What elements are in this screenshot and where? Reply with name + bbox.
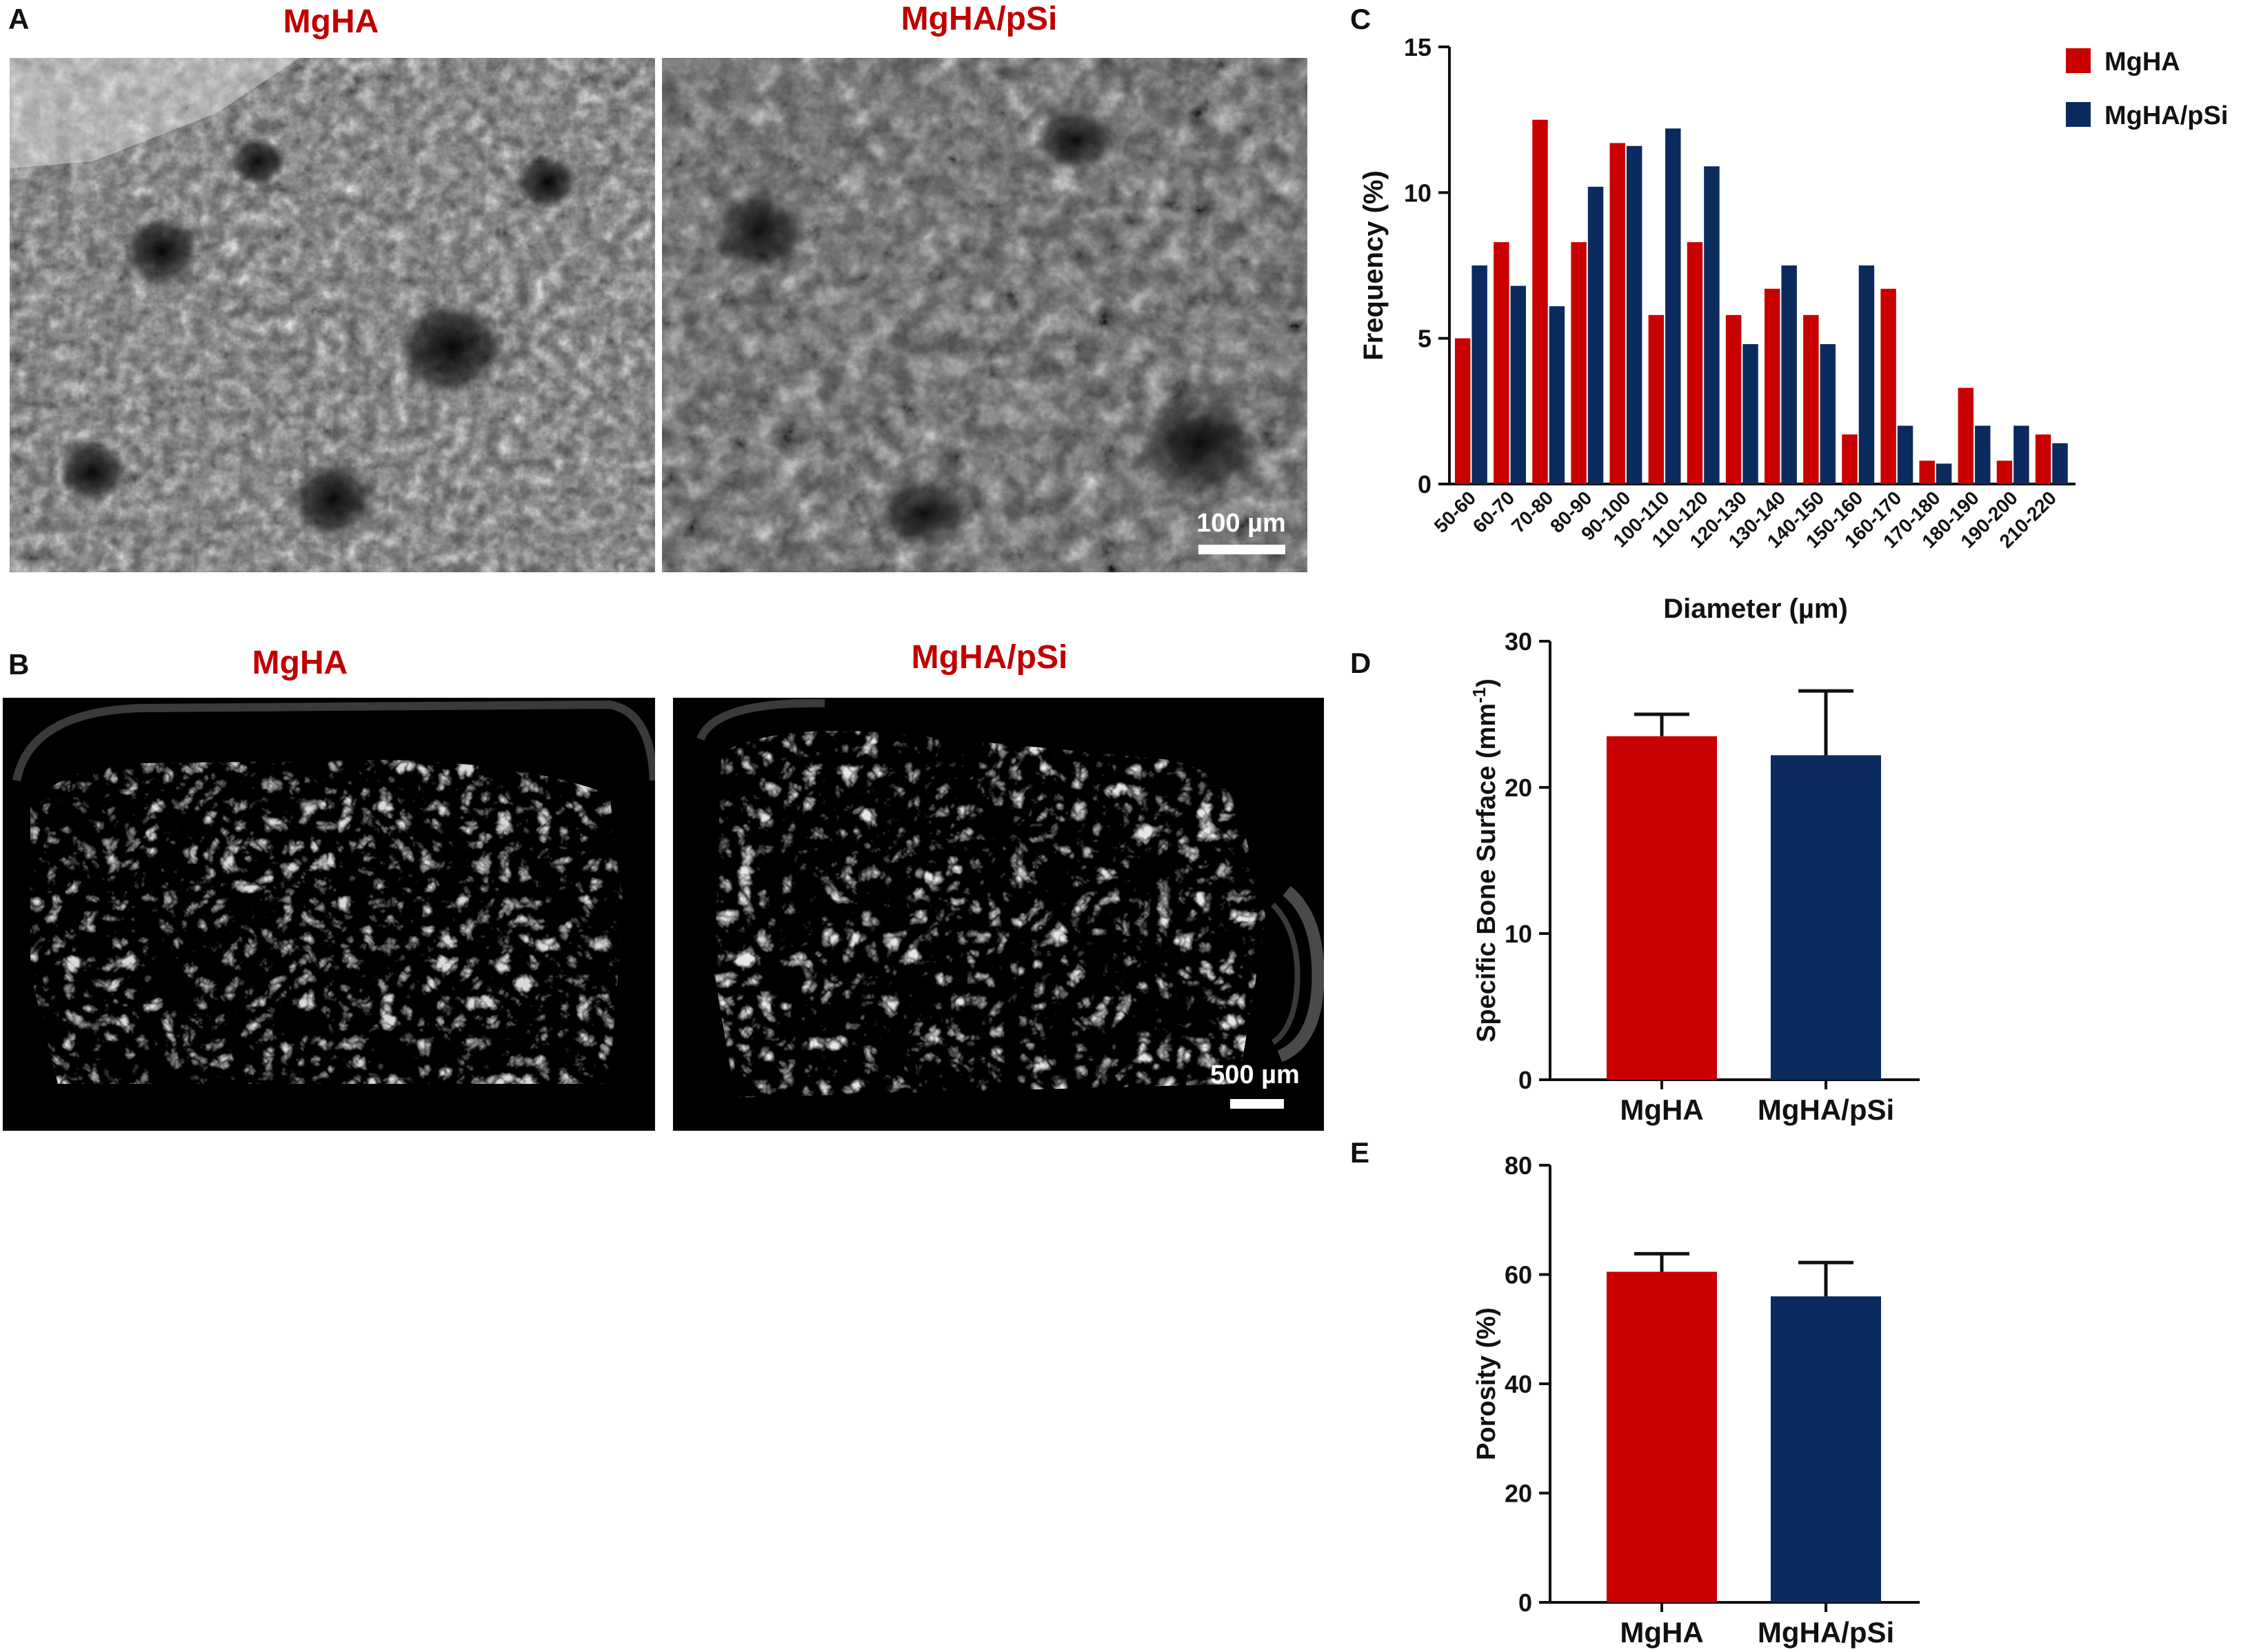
- microct-texture-mgha: [12, 700, 655, 1084]
- y-tick-label: 5: [1418, 325, 1431, 353]
- x-tick-label: MgHA/pSi: [1758, 1094, 1894, 1126]
- bar-mghapsi: [1936, 463, 1952, 484]
- y-tick-label: 15: [1404, 33, 1431, 61]
- y-tick-label: 60: [1505, 1261, 1532, 1289]
- bar-mghapsi: [1471, 265, 1487, 484]
- y-axis-title: Porosity (%): [1472, 1307, 1501, 1460]
- legend-label: MgHA/pSi: [2104, 101, 2228, 130]
- bar-mgha: [1725, 314, 1742, 484]
- panel-a-right-title: MgHA/pSi: [901, 1, 1058, 37]
- bar-mgha: [1765, 288, 1780, 484]
- bar-mgha: [1958, 387, 1974, 484]
- bar-mgha: [1571, 242, 1587, 484]
- y-tick-label: 20: [1505, 1480, 1532, 1508]
- bar-mgha: [1803, 314, 1819, 484]
- panel-letter-d: D: [1350, 647, 1371, 679]
- bar-mghapsi: [2052, 443, 2068, 484]
- bar-mghapsi: [1975, 425, 1991, 484]
- scalebar-b: [1230, 1099, 1284, 1109]
- bar-mgha: [2035, 434, 2051, 484]
- bar-mghapsi: [1626, 145, 1642, 484]
- x-tick-label: 50-60: [1430, 487, 1480, 537]
- scalebar-label-b: 500 µm: [1210, 1060, 1300, 1089]
- bar-mgha: [1532, 119, 1548, 484]
- y-axis-title: Frequency (%): [1358, 170, 1389, 361]
- bar-mgha: [1687, 242, 1703, 484]
- bar-mgha: [1996, 461, 2013, 484]
- x-tick-label: MgHA: [1620, 1616, 1703, 1649]
- bar-mgha: [1648, 314, 1665, 484]
- bar-mghapsi: [1549, 306, 1565, 484]
- bar-mgha: [1494, 242, 1509, 484]
- microct-image-mgha: [3, 698, 655, 1131]
- microct-texture-mghapsi: [696, 698, 1324, 1098]
- bar-mghapsi: [1665, 128, 1681, 484]
- y-tick-label: 20: [1505, 774, 1532, 802]
- sem-texture-mghapsi: [662, 58, 1307, 572]
- panel-a-left-title: MgHA: [283, 3, 379, 40]
- y-tick-label: 80: [1505, 1151, 1532, 1180]
- y-tick-label: 10: [1505, 920, 1532, 948]
- bar-mgha: [1880, 288, 1896, 484]
- y-tick-label: 0: [1418, 470, 1431, 498]
- y-tick-label: 40: [1505, 1370, 1532, 1398]
- bar-mgha: [1609, 143, 1625, 485]
- panel-letter-b: B: [8, 648, 30, 681]
- y-tick-label: 0: [1518, 1066, 1532, 1094]
- bar-mgha: [1607, 736, 1717, 1080]
- porosity-chart: 0 20 40 60 80 MgHA MgHA/pSi Porosity (%): [1472, 1151, 1920, 1649]
- y-tick-label: 10: [1404, 179, 1431, 207]
- sem-texture-mgha: [10, 58, 655, 572]
- panel-b-left-title: MgHA: [252, 645, 348, 681]
- bar-mghapsi: [1587, 186, 1604, 484]
- histogram-chart: 05101550-6060-7070-8080-9090-100100-1101…: [1358, 33, 2228, 624]
- bar-mghapsi: [1704, 166, 1720, 484]
- x-tick-label: 70-80: [1507, 487, 1558, 537]
- x-tick-label: 60-70: [1469, 487, 1519, 537]
- bar-mghapsi: [1771, 1296, 1881, 1602]
- sem-image-mghapsi: [662, 58, 1307, 572]
- bar-mgha: [1919, 461, 1935, 484]
- bar-mgha: [1842, 434, 1858, 484]
- bone-surface-chart: 0 10 20 30 MgHA MgHA/pSi Specific Bone Surface…: [1469, 627, 1920, 1126]
- bar-mgha: [1455, 338, 1471, 484]
- bar-mghapsi: [1510, 285, 1527, 484]
- panel-letter-e: E: [1350, 1136, 1370, 1169]
- legend-swatch: [2066, 102, 2091, 127]
- y-tick-label: 30: [1505, 627, 1532, 656]
- bar-mghapsi: [2013, 425, 2029, 484]
- panel-letter-c: C: [1350, 3, 1371, 35]
- sem-image-mgha: [10, 58, 655, 572]
- legend-label: MgHA: [2104, 48, 2180, 77]
- bar-mghapsi: [1897, 425, 1913, 484]
- scalebar-a: [1198, 545, 1285, 554]
- bar-mghapsi: [1771, 755, 1881, 1080]
- x-tick-label: MgHA/pSi: [1758, 1616, 1894, 1649]
- panel-b-right-title: MgHA/pSi: [911, 639, 1068, 676]
- y-axis-title: Specific Bone Surface (mm-1): [1469, 678, 1501, 1042]
- x-axis-title: Diameter (µm): [1663, 594, 1848, 624]
- legend-swatch: [2066, 48, 2091, 73]
- microct-image-mghapsi: [673, 698, 1324, 1131]
- panel-letter-a: A: [8, 3, 30, 35]
- bar-mgha: [1607, 1271, 1717, 1602]
- bar-mghapsi: [1820, 344, 1836, 484]
- bar-mghapsi: [1742, 344, 1758, 484]
- bar-mghapsi: [1858, 265, 1875, 484]
- y-tick-label: 0: [1518, 1589, 1532, 1617]
- scalebar-label-a: 100 µm: [1196, 509, 1286, 538]
- bar-mghapsi: [1781, 265, 1797, 484]
- x-tick-label: MgHA: [1620, 1094, 1703, 1126]
